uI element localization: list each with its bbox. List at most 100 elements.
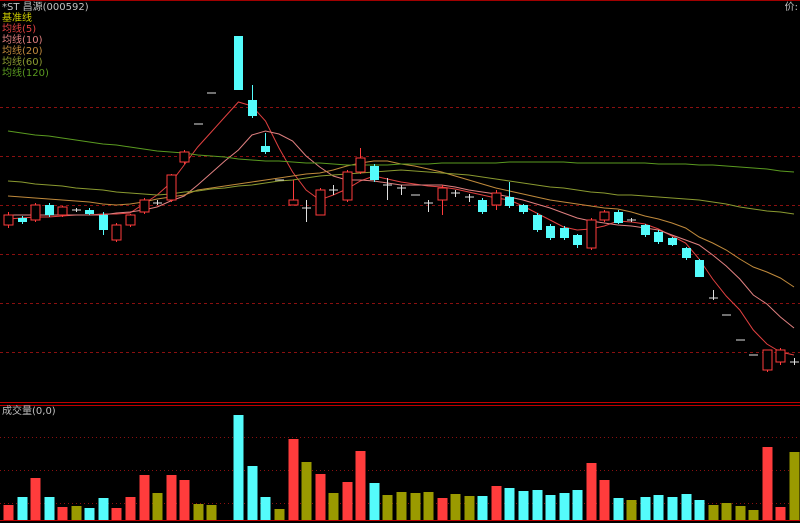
candle-body [560,228,569,238]
volume-bars [3,415,800,520]
ma-line [7,101,795,356]
volume-bar [44,497,55,520]
volume-bar [559,493,570,520]
volume-bar [193,504,204,520]
candle-body [775,349,786,363]
volume-bar [423,492,434,520]
candle-body [3,214,14,226]
candle-body [261,146,270,152]
candle-body [342,171,353,201]
volume-bar [789,452,800,520]
candle-body [125,214,136,226]
candle-body [99,215,108,230]
candle-body [179,151,190,163]
candle-body [139,199,150,213]
volume-bar [315,474,326,520]
volume-bar [179,480,190,520]
volume-bar [748,510,759,520]
volume-bar [139,475,150,520]
candle-body [355,157,366,173]
legend-label: 基准线 [2,11,32,24]
candle-body [166,174,177,201]
legend-label: 均线(60) [2,55,43,68]
volume-bar [450,494,461,520]
volume-bar [98,498,109,520]
volume-bar [206,505,217,520]
candle-body [234,36,243,90]
volume-title: 成交量(0,0) [2,404,56,417]
volume-bar [396,492,407,520]
volume-bar [111,508,122,520]
candle-body [437,187,448,201]
candle-body [57,206,68,216]
volume-bar [166,475,177,520]
candle-body [111,224,122,241]
candle-body [248,100,257,116]
ma-line [8,130,795,329]
candle-body [505,197,514,206]
volume-bar [735,506,746,520]
volume-bar [233,415,244,520]
price-label: 价: [785,1,798,13]
candle-body [288,199,299,206]
candle-body [478,200,487,212]
volume-bar [247,466,258,520]
candle-body [370,166,379,180]
grid [0,107,800,504]
candle-body [654,232,663,242]
candle-body [573,235,582,245]
volume-bar [532,490,543,520]
candle-body [546,226,555,238]
volume-bar [288,439,299,520]
volume-bar [599,480,610,520]
candle-body [762,349,773,371]
volume-bar [84,508,95,520]
volume-bar [667,497,678,520]
candle-body [18,218,27,222]
volume-bar [586,463,597,520]
candle-body [695,260,704,277]
volume-bar [545,495,556,520]
volume-bar [464,496,475,520]
candle-body [85,210,94,214]
candle-body [641,225,650,235]
candle-body [668,238,677,245]
volume-bar [437,498,448,520]
candle-body [682,248,691,258]
candle-body [45,205,54,215]
legend: 均线(5)均线(10)均线(20)均线(60)均线(120) [2,22,49,79]
candle-body [614,212,623,223]
volume-bar [301,462,312,520]
legend-label: 均线(10) [2,33,43,46]
volume-bar [369,483,380,520]
legend-label: 均线(20) [2,44,43,57]
volume-bar [410,493,421,520]
volume-bar [71,506,82,520]
volume-bar [762,447,773,520]
volume-bar [125,497,136,520]
legend-label: 均线(120) [2,66,49,79]
volume-bar [572,490,583,520]
volume-bar [681,494,692,520]
candles [3,36,799,372]
candle-body [315,189,326,216]
volume-bar [775,507,786,520]
volume-bar [17,497,28,520]
volume-bar [491,486,502,520]
volume-bar [57,507,68,520]
candle-body [533,215,542,230]
volume-bar [342,482,353,520]
volume-bar [382,495,393,520]
volume-bar [504,488,515,520]
volume-bar [640,497,651,520]
candle-body [30,204,41,221]
candle-body [599,211,610,221]
volume-bar [355,451,366,520]
volume-bar [477,496,488,520]
volume-bar [3,505,14,520]
volume-bar [613,498,624,520]
candle-body [586,219,597,249]
candle-body [491,192,502,206]
chart-title: *ST 昌源(000592) [2,0,89,13]
